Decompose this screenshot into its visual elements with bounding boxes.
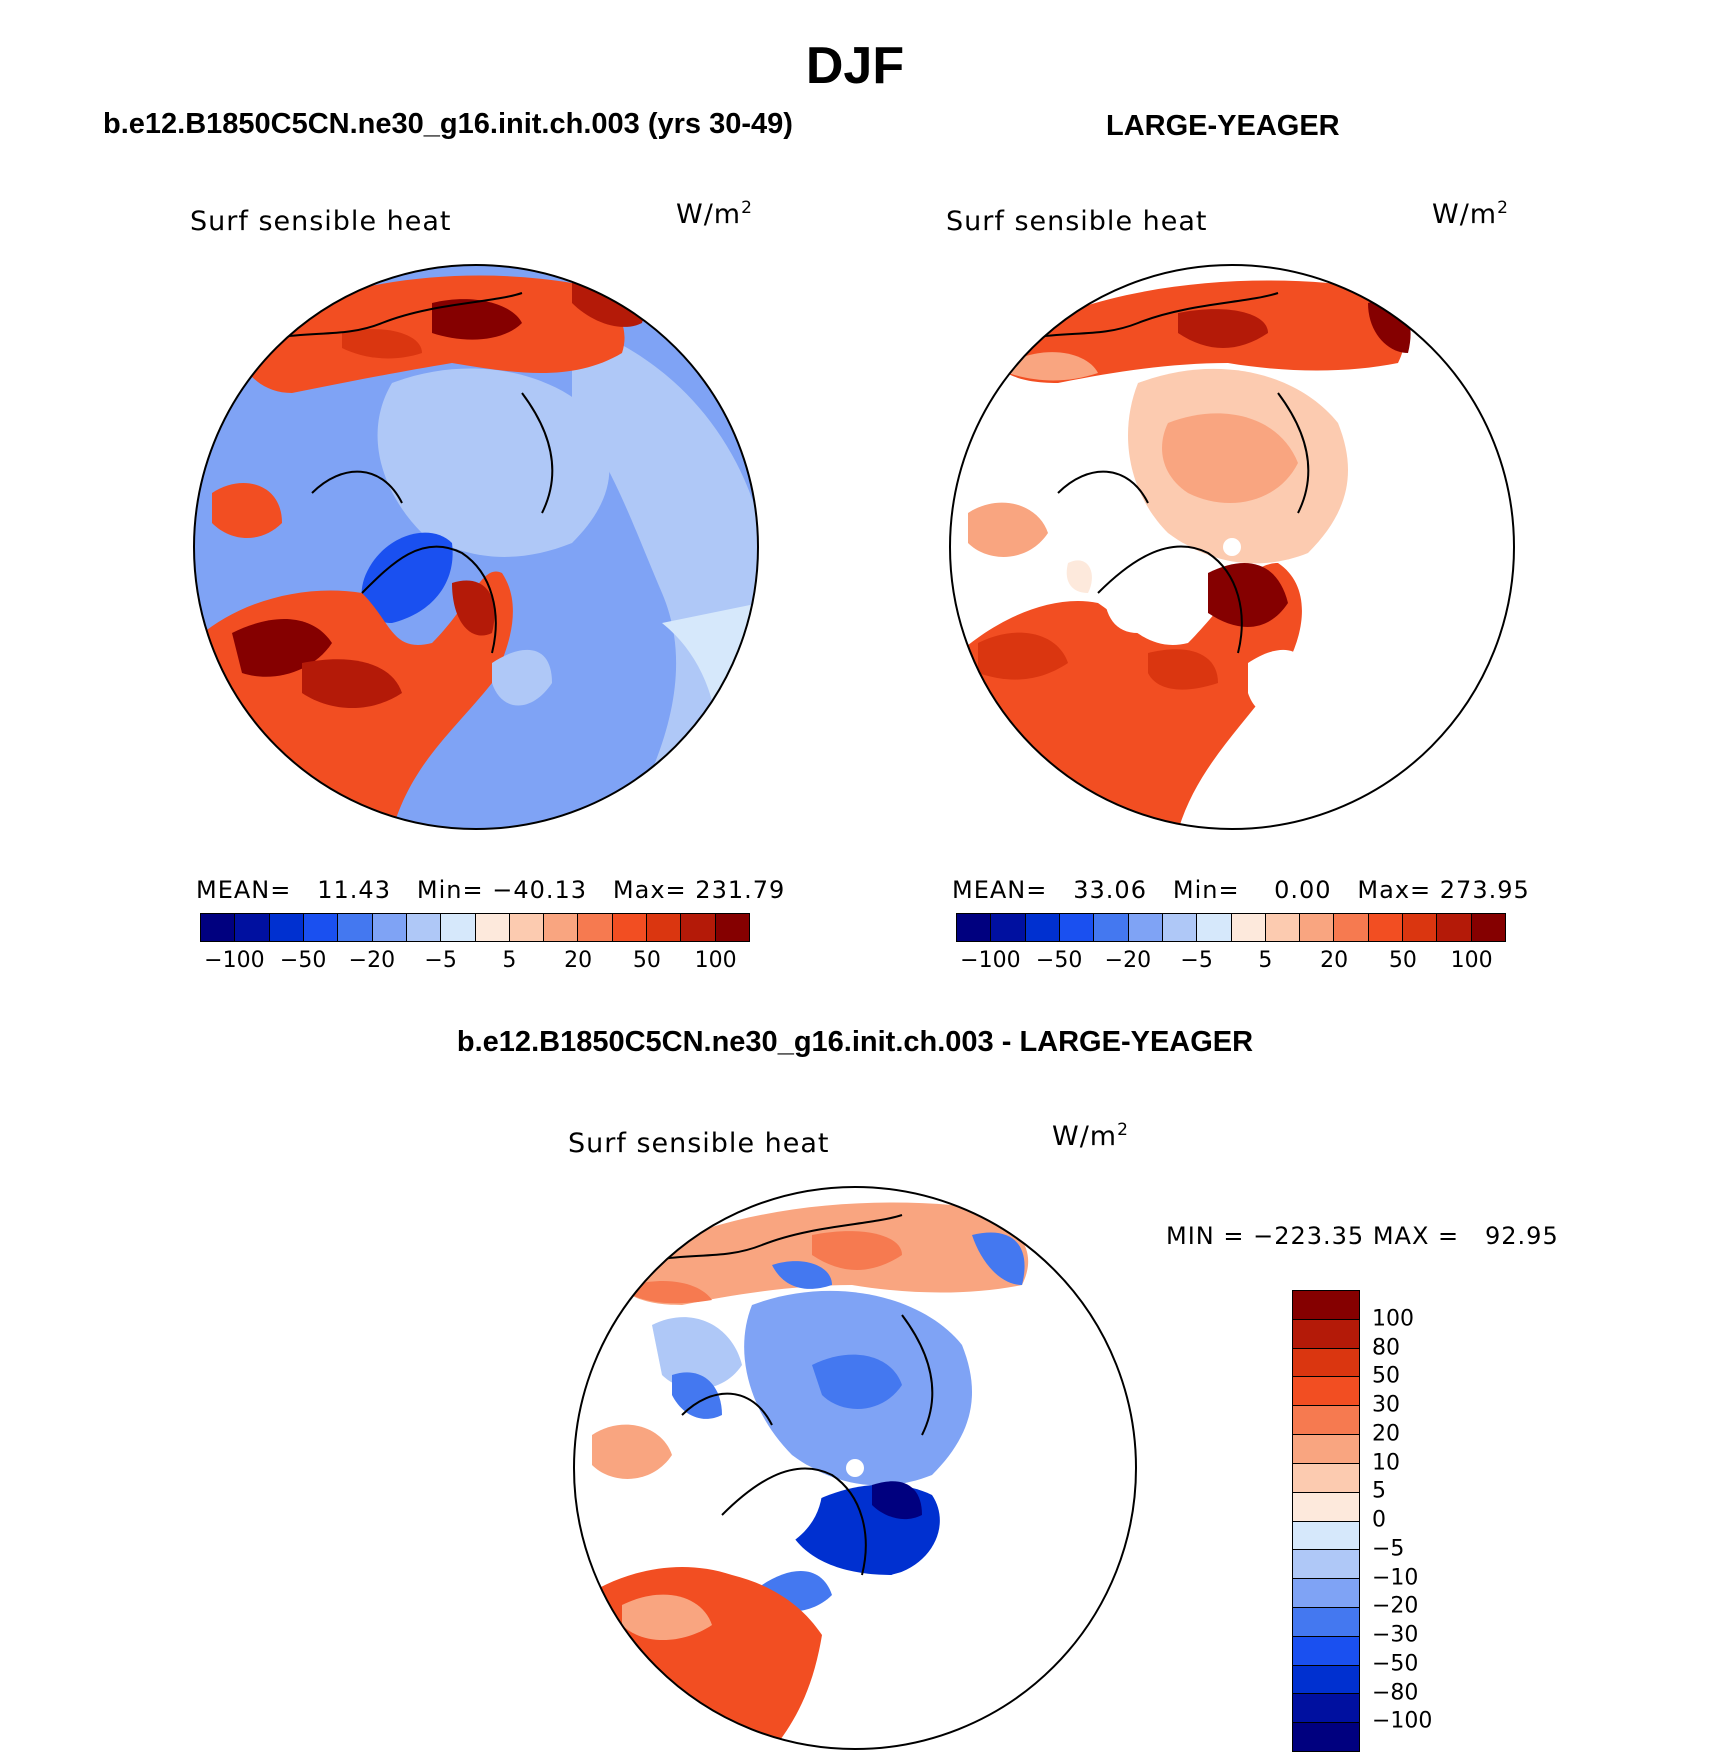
diff-colorbar-swatch (1293, 1550, 1359, 1580)
model-colorbar-swatch (544, 914, 579, 941)
diff-colorbar-tick-label: −20 (1372, 1593, 1419, 1619)
diff-colorbar-swatch (1293, 1377, 1359, 1407)
obs-colorbar-swatch (1368, 914, 1404, 941)
obs-colorbar-tick-label: 100 (1450, 948, 1493, 973)
model-colorbar-swatch (715, 914, 749, 941)
model-colorbar-swatch (681, 914, 716, 941)
model-colorbar-swatch (612, 914, 648, 941)
obs-colorbar-swatch (1231, 914, 1266, 941)
diff-colorbar-tick-label: −30 (1372, 1622, 1419, 1648)
diff-colorbar-tick-label: −80 (1372, 1680, 1419, 1705)
model-colorbar-swatch (441, 914, 476, 941)
obs-colorbar-tick-label: −100 (960, 948, 1021, 973)
diff-colorbar-swatch (1293, 1636, 1359, 1666)
diff-colorbar-swatch (1293, 1291, 1359, 1320)
diff-colorbar-tick-label: 100 (1372, 1306, 1414, 1332)
diff-case-title: b.e12.B1850C5CN.ne30_g16.init.ch.003 - L… (456, 1026, 1254, 1058)
diff-colorbar-swatch (1293, 1607, 1359, 1637)
obs-colorbar-swatch (1128, 914, 1163, 941)
diff-colorbar-tick-label: −50 (1372, 1651, 1419, 1677)
diff-colorbar-swatch (1293, 1521, 1359, 1551)
model-colorbar-swatch (475, 914, 510, 941)
diff-colorbar-tick-label: −100 (1372, 1708, 1433, 1734)
model-colorbar-tick-label: 100 (694, 948, 737, 973)
model-colorbar-tick-label: 50 (632, 948, 661, 973)
model-colorbar-swatch (509, 914, 545, 941)
obs-colorbar-swatch (1300, 914, 1335, 941)
diff-colorbar-swatch (1293, 1348, 1359, 1378)
model-units-label: W/m2 (676, 198, 753, 230)
diff-colorbar-tick-label: −5 (1372, 1536, 1405, 1562)
obs-colorbar-swatch (1094, 914, 1129, 941)
obs-colorbar-tick-label: 20 (1320, 948, 1349, 973)
diff-colorbar-tick-label: 0 (1372, 1507, 1386, 1533)
obs-colorbar-swatch (1265, 914, 1301, 941)
model-stats: MEAN= 11.43 Min= −40.13 Max= 231.79 (196, 876, 786, 904)
model-colorbar-swatch (303, 914, 339, 941)
diff-colorbar-swatch (1293, 1723, 1359, 1751)
obs-colorbar-tick-label: −50 (1035, 948, 1083, 973)
obs-colorbar-swatch (1025, 914, 1060, 941)
diff-minmax: MIN = −223.35 MAX = 92.95 (1166, 1222, 1559, 1250)
model-colorbar-swatch (235, 914, 270, 941)
diff-colorbar-tick-label: 10 (1372, 1450, 1400, 1475)
obs-units-label: W/m2 (1432, 198, 1509, 230)
obs-colorbar: −100 −50 −20 −5 5 20 50 100 (956, 913, 1506, 973)
obs-colorbar-swatch (991, 914, 1026, 941)
obs-colorbar-swatch (1197, 914, 1232, 941)
model-colorbar: −100 −50 −20 −5 5 20 50 100 (200, 913, 750, 973)
diff-colorbar-tick-label: 50 (1372, 1363, 1400, 1389)
diff-colorbar-swatch (1293, 1406, 1359, 1436)
obs-variable-label: Surf sensible heat (946, 206, 1208, 237)
diff-colorbar: 100 80 50 30 20 10 5 0 −5 −10 −20 −30 −50 −80 −100 (1292, 1290, 1433, 1752)
model-colorbar-tick-label: −20 (348, 948, 396, 973)
diff-colorbar-swatch (1293, 1665, 1359, 1695)
diff-colorbar-tick-label: 30 (1372, 1392, 1400, 1418)
model-colorbar-tick-label: −5 (424, 948, 457, 973)
model-colorbar-tick-label: −50 (279, 948, 327, 973)
diff-colorbar-swatch (1293, 1435, 1359, 1464)
obs-colorbar-swatch (957, 914, 992, 941)
model-colorbar-swatch (201, 914, 236, 941)
obs-colorbar-tick-label: 50 (1388, 948, 1417, 973)
obs-polar-map (949, 264, 1515, 830)
model-colorbar-swatch (578, 914, 613, 941)
diff-colorbar-swatch (1293, 1463, 1359, 1493)
obs-colorbar-tick-label: −20 (1104, 948, 1152, 973)
obs-colorbar-swatch (1471, 914, 1505, 941)
diff-colorbar-tick-label: 80 (1372, 1335, 1400, 1360)
obs-colorbar-swatch (1437, 914, 1472, 941)
diff-colorbar-tick-label: 5 (1372, 1478, 1386, 1504)
model-variable-label: Surf sensible heat (190, 206, 452, 237)
diff-colorbar-swatch (1293, 1579, 1359, 1608)
model-colorbar-swatch (269, 914, 304, 941)
obs-colorbar-swatch (1403, 914, 1438, 941)
obs-colorbar-swatch (1059, 914, 1095, 941)
diff-units-label: W/m2 (1052, 1120, 1129, 1152)
diff-colorbar-tick-label: −10 (1372, 1565, 1419, 1590)
page-title: DJF (805, 37, 905, 95)
model-colorbar-tick-label: 5 (502, 948, 517, 973)
obs-colorbar-swatch (1334, 914, 1369, 941)
model-polar-map (193, 264, 759, 830)
model-colorbar-tick-label: 20 (564, 948, 593, 973)
model-case-title: b.e12.B1850C5CN.ne30_g16.init.ch.003 (yr… (103, 108, 793, 140)
obs-case-title: LARGE-YEAGER (1106, 110, 1340, 142)
obs-colorbar-swatch (1162, 914, 1198, 941)
diff-variable-label: Surf sensible heat (568, 1128, 830, 1159)
model-colorbar-tick-label: −100 (204, 948, 265, 973)
diff-colorbar-swatch (1293, 1492, 1359, 1522)
model-colorbar-swatch (338, 914, 373, 941)
diff-colorbar-swatch (1293, 1319, 1359, 1349)
diff-colorbar-tick-label: 20 (1372, 1421, 1400, 1447)
obs-colorbar-tick-label: 5 (1258, 948, 1273, 973)
model-colorbar-swatch (372, 914, 407, 941)
obs-colorbar-tick-label: −5 (1180, 948, 1213, 973)
diff-colorbar-swatch (1293, 1694, 1359, 1724)
diff-polar-map (573, 1186, 1137, 1750)
model-colorbar-swatch (647, 914, 682, 941)
obs-stats: MEAN= 33.06 Min= 0.00 Max= 273.95 (952, 876, 1530, 904)
model-colorbar-swatch (406, 914, 442, 941)
